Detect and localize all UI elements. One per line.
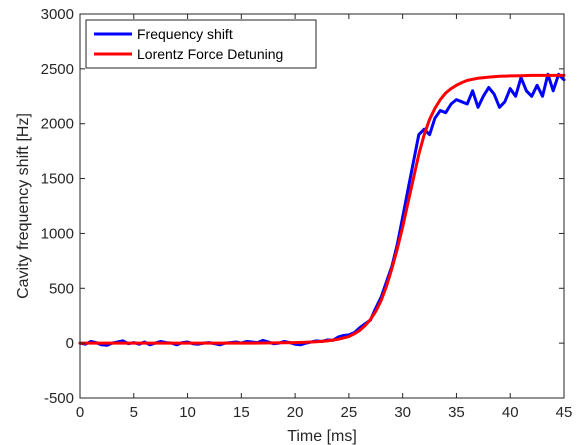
x-tick-label: 20 — [287, 404, 304, 421]
x-tick-label: 30 — [394, 404, 411, 421]
ticks-layer: 0 5 10 15 20 25 30 35 40 45-500050010001500200025… — [41, 6, 573, 421]
x-tick-label: 5 — [130, 404, 138, 421]
legend: Frequency shift Lorentz Force Detuning — [85, 19, 317, 69]
y-tick-label: 3000 — [41, 6, 74, 23]
y-tick-label: 500 — [49, 280, 74, 297]
series-line-lorentz-force-detuning — [78, 73, 566, 345]
x-axis-label: Time [ms] — [287, 428, 357, 445]
x-tick-label: 35 — [448, 404, 465, 421]
legend-box — [85, 19, 317, 69]
x-tick-label: 15 — [233, 404, 250, 421]
x-tick-label: 40 — [502, 404, 519, 421]
y-tick-label: 0 — [66, 335, 74, 352]
plot-frame — [79, 13, 565, 399]
y-tick-label: -500 — [44, 390, 74, 407]
y-tick-label: 2500 — [41, 61, 74, 78]
x-tick-label: 0 — [76, 404, 84, 421]
y-tick-label: 2000 — [41, 116, 74, 133]
y-axis-label: Cavity frequency shift [Hz] — [15, 113, 32, 299]
series-layer — [78, 72, 566, 347]
legend-label-frequency-shift: Frequency shift — [137, 26, 233, 42]
y-tick-label: 1500 — [41, 171, 74, 188]
x-tick-label: 10 — [179, 404, 196, 421]
y-tick-label: 1000 — [41, 225, 74, 242]
x-tick-label: 45 — [556, 404, 573, 421]
legend-label-lorentz-force-detuning: Lorentz Force Detuning — [137, 46, 283, 62]
x-tick-label: 25 — [341, 404, 358, 421]
